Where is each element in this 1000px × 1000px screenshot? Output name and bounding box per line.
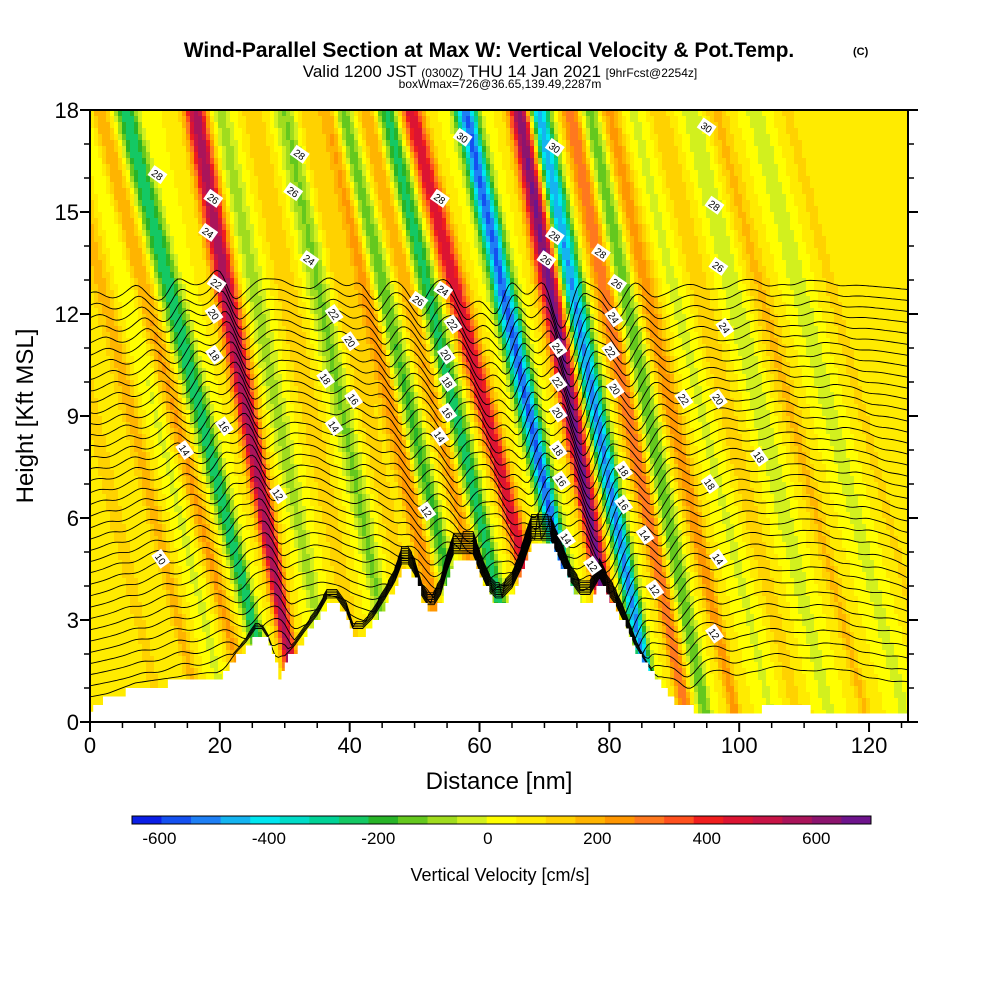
colorbar-swatch bbox=[221, 816, 251, 824]
colorbar-swatch bbox=[605, 816, 635, 824]
x-tick-label: 120 bbox=[851, 733, 888, 758]
colorbar-swatch bbox=[368, 816, 398, 824]
colorbar-swatch bbox=[398, 816, 428, 824]
x-tick-label: 40 bbox=[337, 733, 361, 758]
colorbar: -600 -400 -200 0 200 400 600 bbox=[132, 816, 871, 848]
colorbar-label: Vertical Velocity [cm/s] bbox=[410, 865, 589, 885]
y-tick-label: 0 bbox=[67, 710, 79, 735]
colorbar-swatch bbox=[339, 816, 369, 824]
x-axis-label: Distance [nm] bbox=[426, 768, 573, 795]
x-tick-label: 100 bbox=[721, 733, 758, 758]
colorbar-swatch bbox=[457, 816, 487, 824]
colorbar-swatch bbox=[428, 816, 458, 824]
y-tick-label: 12 bbox=[55, 302, 79, 327]
chart-figure: Wind-Parallel Section at Max W: Vertical… bbox=[0, 0, 1000, 1000]
y-tick-label: 3 bbox=[67, 608, 79, 633]
colorbar-tick-label: -200 bbox=[361, 829, 395, 848]
colorbar-swatch bbox=[635, 816, 665, 824]
colorbar-swatch bbox=[309, 816, 339, 824]
subtitle-forecast: [9hrFcst@2254z] bbox=[606, 66, 698, 80]
colorbar-tick-label: -600 bbox=[142, 829, 176, 848]
colorbar-swatch bbox=[753, 816, 783, 824]
colorbar-swatch bbox=[694, 816, 724, 824]
colorbar-swatch bbox=[487, 816, 517, 824]
colorbar-tick-label: 600 bbox=[802, 829, 830, 848]
colorbar-swatch bbox=[280, 816, 310, 824]
colorbar-tick-label: -400 bbox=[252, 829, 286, 848]
x-tick-label: 0 bbox=[84, 733, 96, 758]
colorbar-tick-label: 0 bbox=[483, 829, 492, 848]
colorbar-swatch bbox=[575, 816, 605, 824]
y-tick-label: 15 bbox=[55, 200, 79, 225]
y-axis-label: Height [Kft MSL] bbox=[12, 329, 39, 504]
colorbar-swatch bbox=[782, 816, 812, 824]
colorbar-swatch bbox=[664, 816, 694, 824]
colorbar-swatch bbox=[250, 816, 280, 824]
colorbar-tick-label: 200 bbox=[583, 829, 611, 848]
x-tick-label: 60 bbox=[467, 733, 491, 758]
colorbar-swatch bbox=[723, 816, 753, 824]
plot-area: 2826242220181614121028262422201816143028… bbox=[90, 110, 911, 723]
y-tick-label: 6 bbox=[67, 506, 79, 531]
colorbar-swatch bbox=[546, 816, 576, 824]
x-tick-label: 80 bbox=[597, 733, 621, 758]
colorbar-swatch bbox=[162, 816, 192, 824]
colorbar-swatch bbox=[841, 816, 871, 824]
x-tick-label: 20 bbox=[208, 733, 232, 758]
x-axis-ticks: 0 20 40 60 80 100 120 bbox=[84, 722, 902, 758]
chart-title-suffix: (C) bbox=[853, 46, 869, 58]
y-tick-label: 18 bbox=[55, 98, 79, 123]
chart-title: Wind-Parallel Section at Max W: Vertical… bbox=[184, 39, 795, 62]
chart-subtitle-box: boxWmax=726@36.65,139.49,2287m bbox=[399, 77, 602, 91]
colorbar-swatch bbox=[516, 816, 546, 824]
colorbar-swatch bbox=[132, 816, 162, 824]
colorbar-tick-label: 400 bbox=[693, 829, 721, 848]
colorbar-swatch bbox=[812, 816, 842, 824]
colorbar-swatch bbox=[191, 816, 221, 824]
y-tick-label: 9 bbox=[67, 404, 79, 429]
